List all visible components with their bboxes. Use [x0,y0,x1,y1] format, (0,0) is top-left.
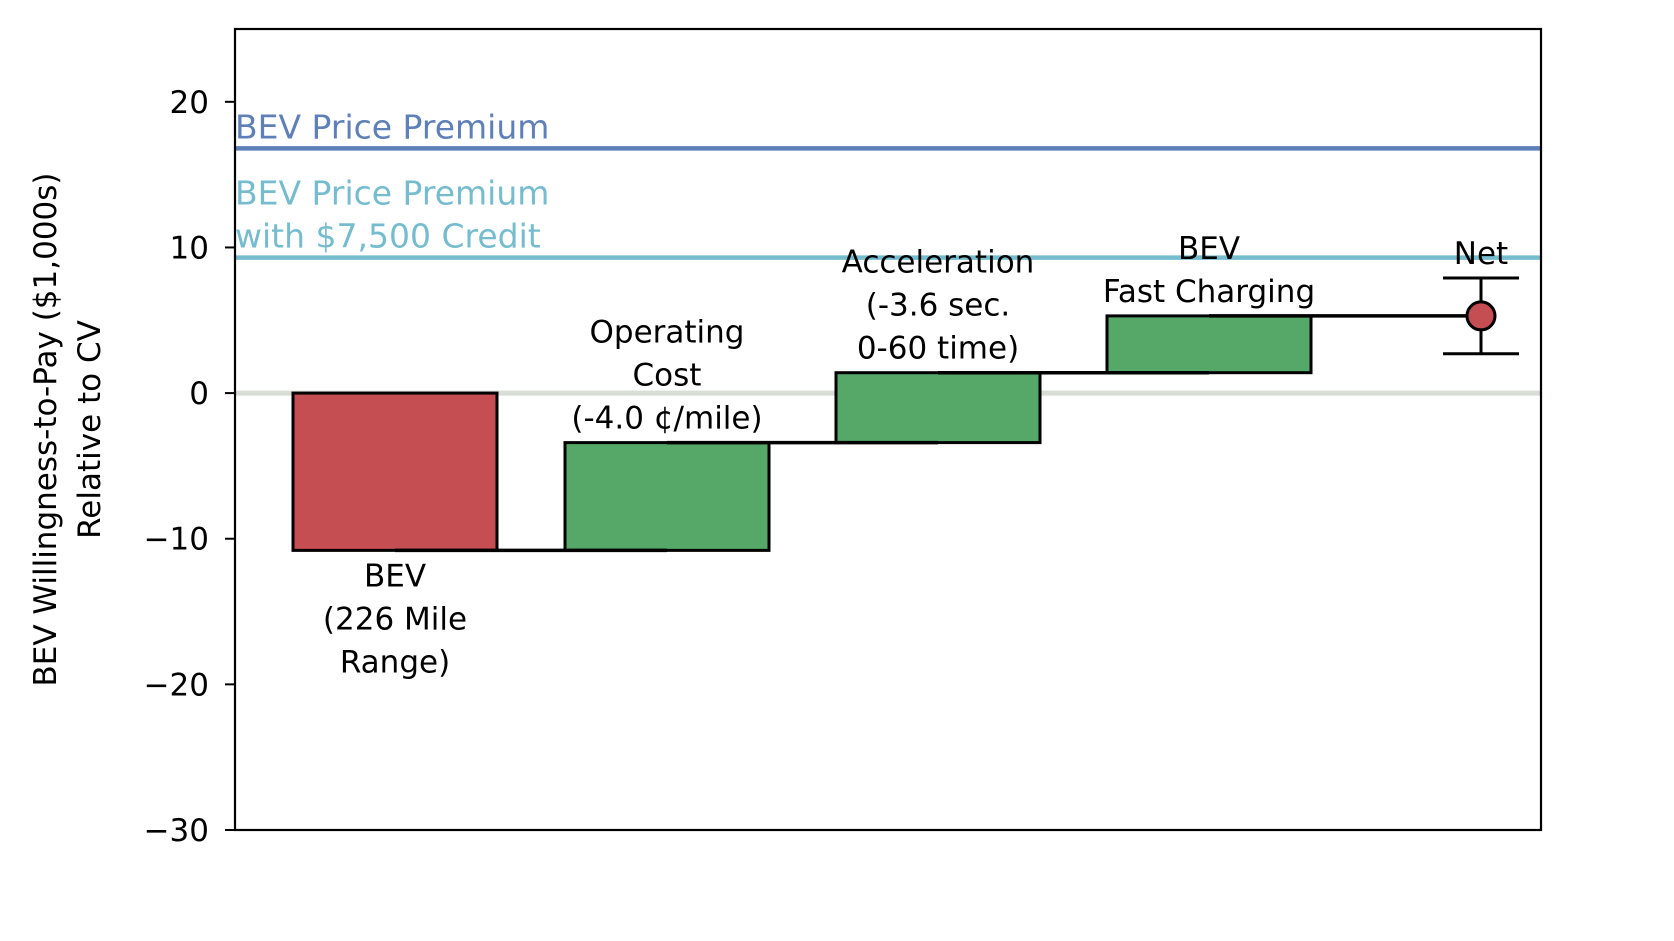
y-tick-label: 0 [189,376,209,412]
net-estimate-layer [1443,276,1519,356]
y-axis-title-line-2: Relative to CV [72,320,108,539]
waterfall-bar [1105,314,1313,375]
y-axis: 20 10 0 −10 −20 −30 [144,85,235,849]
y-tick-label: −10 [144,522,209,558]
waterfall-bar [834,371,1042,445]
bar-label: Fast Charging [1103,274,1315,310]
bar-label: (226 Mile [323,601,467,637]
plot-frame [233,27,1543,832]
bar-label: Cost [633,358,702,394]
bar-label: Range) [340,644,450,680]
bar-label: Operating [590,315,745,351]
bar-label: 0-60 time) [857,331,1019,367]
y-tick-label: −20 [144,667,209,703]
labels-layer: BEV (226 Mile Range) Operating Cost (-4.0 ¢/m… [323,231,1508,680]
reference-line-label-2: with $7,500 Credit [235,217,541,256]
y-tick-label: 10 [170,230,209,266]
reference-line-label-2: BEV Price Premium [235,174,549,213]
net-point [1465,300,1497,332]
reference-line-label-1: BEV Price Premium [235,107,549,146]
bar-label: (-3.6 sec. [866,288,1011,324]
net-label: Net [1454,236,1508,272]
bar-label: (-4.0 ¢/mile) [571,401,762,437]
bars-layer [291,314,1313,552]
y-axis-title-line-1: BEV Willingness-to-Pay ($1,000s) [28,172,64,686]
reference-lines-layer: BEV Price Premium BEV Price Premium with $… [235,107,1541,260]
bar-label: Acceleration [842,245,1035,281]
waterfall-bar [291,391,499,552]
connectors-layer [395,314,1481,553]
bar-label: BEV [1178,231,1240,267]
waterfall-bar [563,441,771,552]
y-tick-label: 20 [170,85,209,121]
bar-label: BEV [364,558,426,594]
y-tick-label: −30 [144,813,209,849]
